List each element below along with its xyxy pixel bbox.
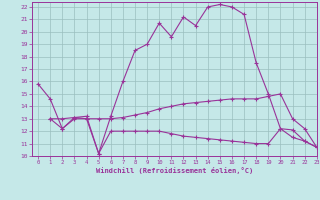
X-axis label: Windchill (Refroidissement éolien,°C): Windchill (Refroidissement éolien,°C): [96, 167, 253, 174]
